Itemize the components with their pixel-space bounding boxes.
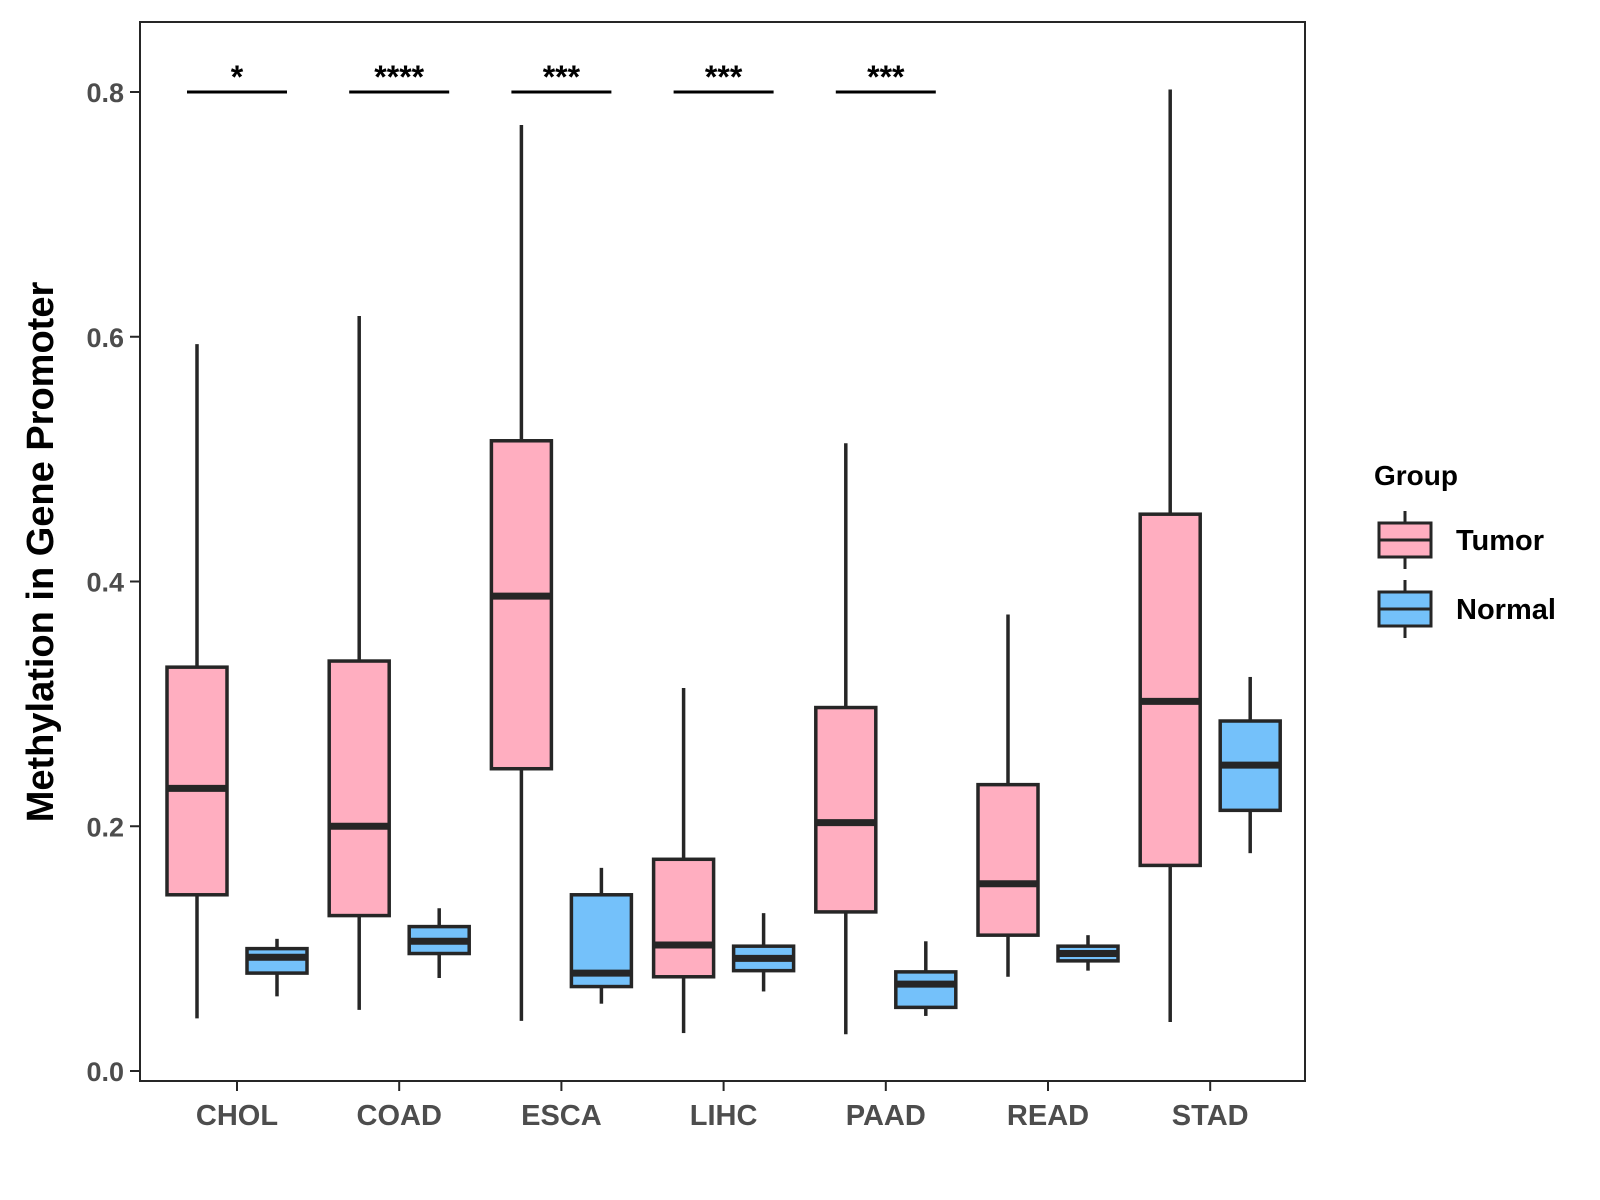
box-body <box>1138 512 1202 868</box>
significance-esca: *** <box>511 59 612 95</box>
y-tick-label: 0.6 <box>86 323 124 353</box>
significance-coad: **** <box>349 59 450 95</box>
box-normal-chol <box>245 938 309 997</box>
box-body <box>165 665 229 897</box>
box-tumor-read <box>976 614 1040 977</box>
box-normal-read <box>1056 935 1120 971</box>
box-tumor-lihc <box>651 687 716 1034</box>
box-body <box>245 946 309 975</box>
x-tick-label-paad: PAAD <box>846 1100 926 1132</box>
x-tick-label-esca: ESCA <box>521 1100 602 1132</box>
x-tick-label-coad: COAD <box>357 1100 442 1132</box>
x-tick-label-lihc: LIHC <box>690 1100 758 1132</box>
significance-label: *** <box>543 59 581 95</box>
legend-title: Group <box>1374 460 1458 491</box>
significance-label: * <box>231 59 244 95</box>
box-body <box>327 659 391 918</box>
box-body <box>894 970 958 1010</box>
box-tumor-esca <box>489 125 554 1021</box>
significance-label: **** <box>374 59 424 95</box>
box-tumor-stad <box>1138 89 1202 1023</box>
significance-lihc: *** <box>673 59 774 95</box>
significance-label: *** <box>705 59 743 95</box>
box-normal-esca <box>569 867 634 1004</box>
box-tumor-paad <box>814 443 878 1035</box>
box-tumor-chol <box>165 344 229 1019</box>
box-tumor-coad <box>327 315 391 1010</box>
axes: 0.0 0.2 0.4 0.6 0.8 CHOL COAD ESCA LIHC PAAD READ S… <box>86 21 1306 1132</box>
significance-label: *** <box>867 59 905 95</box>
significance-paad: *** <box>835 59 936 95</box>
x-tick-label-read: READ <box>1007 1100 1089 1132</box>
significance-chol: * <box>187 59 287 95</box>
box-normal-paad <box>894 941 958 1016</box>
box-normal-coad <box>407 908 471 978</box>
legend-entry-tumor: Tumor <box>1377 511 1544 569</box>
legend-label-tumor: Tumor <box>1456 525 1544 557</box>
legend: Group Tumor Normal <box>1374 460 1556 638</box>
y-tick-label: 0.0 <box>86 1057 124 1087</box>
y-tick-label: 0.4 <box>86 568 124 598</box>
box-body <box>814 705 878 914</box>
y-tick-label: 0.2 <box>86 812 124 842</box>
box-body <box>976 782 1040 937</box>
legend-label-normal: Normal <box>1456 594 1556 626</box>
box-body <box>651 857 716 979</box>
legend-entry-normal: Normal <box>1377 580 1556 638</box>
x-tick-label-chol: CHOL <box>196 1100 278 1132</box>
box-body <box>489 439 554 771</box>
box-normal-stad <box>1218 676 1282 854</box>
x-tick-label-stad: STAD <box>1172 1100 1249 1132</box>
plot-area: * **** *** *** *** <box>165 59 1282 1035</box>
y-tick-label: 0.8 <box>86 78 124 108</box>
plot-panel-border <box>139 21 1306 1082</box>
y-axis-title: Methylation in Gene Promoter <box>20 282 62 823</box>
box-normal-lihc <box>731 913 796 992</box>
